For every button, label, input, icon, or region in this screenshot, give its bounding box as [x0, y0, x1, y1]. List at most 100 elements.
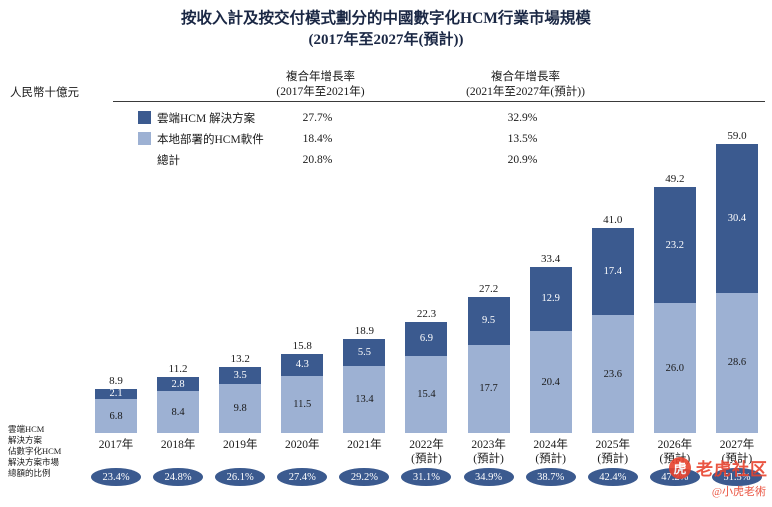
cloud-share-badge: 24.8% [153, 468, 204, 486]
bar-stack: 8.9 2.1 6.8 [95, 130, 137, 433]
bar-column: 18.9 5.5 13.4 2021年 29.2% [333, 130, 395, 486]
onprem-hcm-segment: 6.8 [95, 399, 137, 433]
cloud-cagr-p2: 32.9% [507, 111, 538, 124]
legend-label-cloud: 雲端HCM 解決方案 [157, 112, 256, 125]
onprem-hcm-segment: 20.4 [529, 331, 572, 433]
bar-column: 27.2 9.5 17.7 2023年 (預計) 34.9% [458, 130, 520, 486]
x-axis-label: 2020年 [285, 439, 320, 451]
cloud-hcm-segment: 2.1 [95, 388, 137, 399]
total-value-label: 11.2 [168, 363, 188, 375]
bar-chart: 8.9 2.1 6.8 2017年 23.4% 11.2 2.8 8.4 2018年 24.8% 1… [85, 130, 768, 486]
legend-item-cloud: 雲端HCM 解決方案 [138, 110, 270, 126]
bar-column: 33.4 12.9 20.4 2024年 (預計) 38.7% [520, 130, 582, 486]
cloud-hcm-segment: 4.3 [281, 354, 324, 376]
legend-divider-line [113, 101, 765, 102]
bar-column: 59.0 30.4 28.6 2027年 (預計) 51.5% [706, 130, 768, 486]
bar-stack: 33.4 12.9 20.4 [529, 130, 572, 433]
cloud-color-swatch [138, 111, 151, 124]
onprem-hcm-segment: 28.6 [715, 292, 758, 433]
bar-stack: 18.9 5.5 13.4 [343, 130, 386, 433]
cloud-hcm-segment: 9.5 [467, 297, 510, 345]
cloud-hcm-segment: 6.9 [405, 321, 448, 356]
total-cagr-p2: 20.9% [507, 153, 538, 166]
bar-column: 13.2 3.5 9.8 2019年 26.1% [209, 130, 271, 486]
onprem-hcm-segment: 13.4 [343, 366, 386, 433]
x-axis-label: 2017年 [98, 439, 134, 451]
cloud-share-badge: 34.9% [463, 468, 514, 486]
x-axis-label: 2022年 (預計) [409, 439, 444, 466]
cloud-share-badge: 27.4% [277, 468, 328, 486]
onprem-color-swatch [138, 132, 151, 145]
onprem-hcm-segment: 11.5 [281, 375, 324, 433]
y-axis-unit-label: 人民幣十億元 [10, 87, 79, 99]
legend-item-onprem: 本地部署的HCM軟件 [138, 131, 270, 147]
cloud-share-badge: 29.2% [339, 468, 390, 486]
chart-subtitle: (2017年至2027年(預計)) [308, 32, 464, 49]
x-axis-label: 2025年 (預計) [595, 439, 631, 466]
total-value-label: 18.9 [354, 324, 374, 337]
watermark-user-handle: @小虎老術 [711, 486, 766, 498]
cagr-period1-header: 複合年增長率 (2017年至2021年) [276, 71, 365, 98]
total-value-label: 22.3 [416, 307, 437, 320]
x-axis-label: 2021年 [347, 439, 382, 451]
total-value-label: 49.2 [665, 173, 685, 185]
bar-stack: 59.0 30.4 28.6 [715, 130, 758, 433]
total-value-label: 15.8 [292, 340, 312, 352]
x-axis-label: 2018年 [160, 439, 196, 451]
bar-column: 41.0 17.4 23.6 2025年 (預計) 42.4% [582, 130, 644, 486]
total-cagr-p1: 20.8% [302, 153, 333, 166]
watermark-community-name: 老虎社区 [696, 460, 768, 479]
watermark: 虎 老虎社区 @小虎老術 [669, 455, 768, 499]
legend-label-total: 總計 [157, 154, 180, 167]
onprem-cagr-p1: 18.4% [302, 132, 333, 145]
total-value-label: 33.4 [541, 252, 561, 265]
cloud-hcm-segment: 23.2 [653, 187, 696, 303]
title-block: 按收入計及按交付模式劃分的中國數字化HCM行業市場規模 (2017年至2027年… [0, 8, 772, 52]
cloud-hcm-segment: 2.8 [157, 377, 200, 391]
onprem-hcm-segment: 15.4 [405, 356, 448, 433]
cloud-share-badge: 23.4% [91, 468, 141, 486]
cloud-cagr-p1: 27.7% [302, 111, 333, 124]
bar-stack: 13.2 3.5 9.8 [219, 130, 262, 433]
bar-stack: 49.2 23.2 26.0 [653, 130, 696, 433]
bar-column: 8.9 2.1 6.8 2017年 23.4% [85, 130, 147, 486]
onprem-hcm-segment: 26.0 [653, 303, 696, 433]
total-value-label: 41.0 [603, 214, 623, 226]
bar-stack: 27.2 9.5 17.7 [467, 130, 510, 433]
cloud-share-axis-label: 雲端HCM 解決方案 佔數字化HCM 解決方案市場 總額的比例 [8, 424, 62, 479]
total-value-label: 27.2 [478, 283, 499, 295]
cloud-hcm-segment: 5.5 [343, 338, 386, 366]
chart-title: 按收入計及按交付模式劃分的中國數字化HCM行業市場規模 [181, 10, 591, 27]
total-value-label: 13.2 [230, 352, 250, 365]
onprem-cagr-p2: 13.5% [507, 132, 538, 145]
x-axis-label: 2023年 (預計) [471, 439, 506, 466]
cloud-hcm-segment: 12.9 [529, 266, 572, 331]
tiger-logo-icon: 虎 [669, 456, 691, 479]
bar-stack: 22.3 6.9 15.4 [405, 130, 448, 433]
cloud-share-badge: 42.4% [587, 468, 638, 486]
x-axis-label: 2019年 [222, 439, 258, 451]
cloud-hcm-segment: 17.4 [591, 228, 634, 315]
cloud-share-badge: 26.1% [215, 468, 266, 486]
bar-column: 11.2 2.8 8.4 2018年 24.8% [147, 130, 209, 486]
onprem-hcm-segment: 9.8 [219, 384, 262, 433]
total-value-label: 8.9 [109, 374, 123, 387]
total-value-label: 59.0 [727, 130, 747, 142]
bar-stack: 41.0 17.4 23.6 [591, 130, 634, 433]
x-axis-label: 2027年 (預計) [719, 439, 755, 466]
cloud-share-badge: 51.5% [711, 468, 762, 486]
x-axis-label: 2024年 (預計) [533, 439, 568, 466]
onprem-hcm-segment: 8.4 [157, 391, 200, 433]
cloud-share-badge: 38.7% [525, 468, 576, 486]
legend-table: 雲端HCM 解決方案 27.7% 32.9% 本地部署的HCM軟件 18.4% … [138, 107, 680, 170]
cagr-period2-header: 複合年增長率 (2021年至2027年(預計)) [466, 71, 585, 98]
cloud-share-badge: 31.1% [401, 468, 452, 486]
bar-column: 22.3 6.9 15.4 2022年 (預計) 31.1% [395, 130, 457, 486]
legend-label-onprem: 本地部署的HCM軟件 [157, 133, 264, 146]
onprem-hcm-segment: 23.6 [591, 315, 634, 433]
cloud-hcm-segment: 3.5 [219, 366, 262, 384]
bar-stack: 11.2 2.8 8.4 [157, 130, 200, 433]
cloud-hcm-segment: 30.4 [715, 144, 758, 293]
